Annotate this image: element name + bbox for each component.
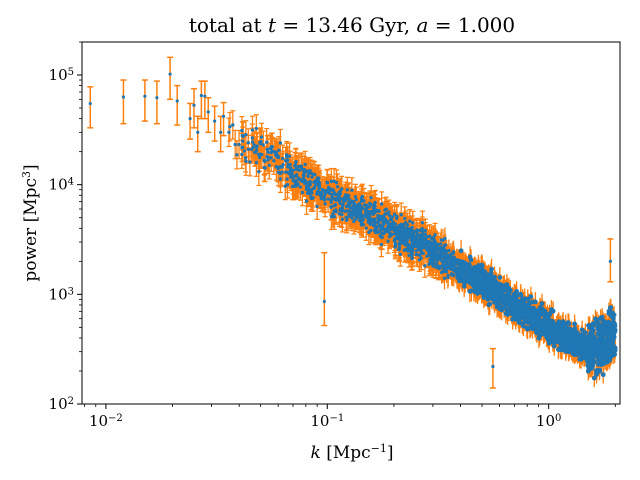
data-marker <box>188 117 192 121</box>
data-marker <box>264 140 269 144</box>
data-marker <box>434 262 439 266</box>
data-marker <box>228 124 232 129</box>
data-marker <box>252 143 256 147</box>
data-point <box>211 105 218 142</box>
data-marker <box>206 110 210 114</box>
data-point <box>167 56 174 101</box>
data-marker <box>334 180 339 185</box>
data-marker <box>250 140 255 144</box>
data-point <box>220 101 227 137</box>
data-marker <box>175 99 179 103</box>
data-point <box>190 87 197 129</box>
data-marker <box>155 96 159 100</box>
data-marker <box>285 177 289 181</box>
data-marker <box>600 372 606 378</box>
data-point <box>198 80 205 120</box>
data-marker <box>88 101 92 106</box>
data-marker <box>266 158 270 162</box>
data-marker <box>192 103 196 107</box>
data-point <box>201 80 208 120</box>
data-marker <box>121 95 126 99</box>
data-marker <box>240 152 244 157</box>
data-marker <box>329 179 334 184</box>
data-marker <box>213 119 217 123</box>
data-marker <box>386 239 390 243</box>
data-point <box>205 97 212 134</box>
data-point <box>217 115 224 153</box>
data-point <box>141 79 148 122</box>
data-marker <box>143 94 147 98</box>
data-marker <box>196 130 200 134</box>
data-marker <box>304 199 309 203</box>
dense-markers <box>227 123 618 381</box>
data-point <box>174 84 181 126</box>
data-point <box>120 79 127 125</box>
data-marker <box>237 142 241 147</box>
data-marker <box>199 93 203 98</box>
data-marker <box>399 213 403 217</box>
data-marker <box>168 72 172 76</box>
data-marker <box>277 148 281 152</box>
data-marker <box>393 222 398 226</box>
data-point <box>87 86 94 129</box>
data-marker <box>286 165 290 169</box>
data-marker <box>433 233 437 237</box>
data-marker <box>326 197 330 201</box>
data-marker <box>244 132 248 137</box>
plot-data <box>87 56 618 389</box>
data-point <box>187 102 194 140</box>
data-marker <box>261 143 265 147</box>
data-marker <box>244 159 248 164</box>
data-marker <box>259 135 264 139</box>
data-marker <box>219 130 223 134</box>
data-point <box>153 80 160 125</box>
data-marker <box>221 114 226 118</box>
data-marker <box>354 197 359 202</box>
data-point <box>194 115 201 153</box>
